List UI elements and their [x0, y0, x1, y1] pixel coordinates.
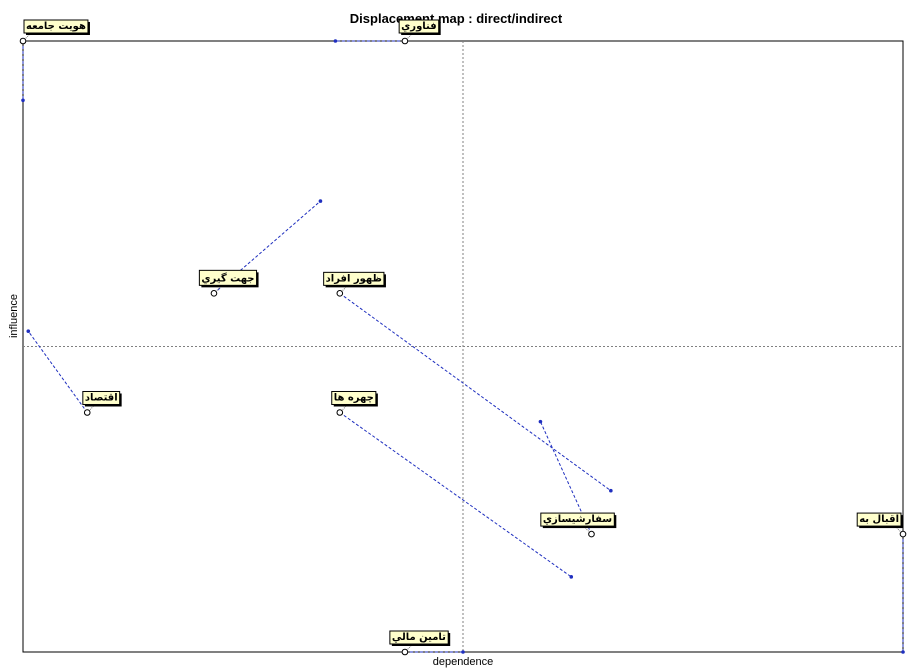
point-label-box	[323, 271, 385, 286]
direct-point	[401, 37, 409, 45]
point-label-box	[540, 512, 615, 527]
label-leader	[213, 286, 221, 294]
direct-point	[401, 648, 409, 656]
label-leader	[22, 34, 30, 42]
point-label: چهره ها	[334, 392, 374, 403]
point-label-box	[82, 390, 121, 405]
indirect-point	[609, 488, 613, 493]
point-label: هويت جامعه	[26, 21, 86, 32]
chart-title: Displacement map : direct/indirect	[350, 11, 563, 26]
direct-point	[83, 409, 91, 416]
displacement-line	[213, 200, 321, 294]
direct-point	[336, 409, 344, 416]
point-label: سفارشيسازي	[543, 514, 612, 525]
point-label-box	[331, 390, 377, 405]
point-label: اقبال به	[859, 514, 899, 525]
point-label: ظهور افراد	[326, 273, 382, 284]
indirect-point	[26, 329, 31, 334]
displacement-line	[27, 330, 88, 413]
label-leader	[339, 286, 347, 294]
direct-point	[210, 290, 218, 297]
indirect-point	[318, 199, 323, 203]
displacement-line	[339, 292, 612, 492]
point-label-box	[856, 512, 902, 527]
data-marks: هويت جامعه فناوري جهت گيري ظهور افراد اقتصاد…	[19, 19, 907, 656]
label-leader	[404, 645, 412, 653]
point-label: فناوري	[401, 21, 437, 32]
label-leader	[339, 406, 347, 413]
x-axis-label: dependence	[433, 656, 494, 668]
indirect-point	[569, 575, 574, 579]
indirect-point	[538, 419, 543, 424]
label-leader	[585, 527, 592, 535]
displacement-line	[339, 412, 572, 578]
point-label: جهت گيري	[201, 271, 254, 284]
indirect-point	[333, 39, 338, 43]
direct-point	[899, 530, 907, 538]
point-label-box	[389, 630, 449, 645]
indirect-point	[21, 98, 25, 103]
y-axis-label: influence	[8, 294, 20, 338]
indirect-point	[461, 650, 465, 654]
point-label-box	[398, 19, 440, 34]
direct-point	[336, 290, 344, 297]
point-label-box	[198, 269, 258, 286]
direct-point	[588, 530, 595, 538]
indirect-point	[901, 650, 905, 654]
point-label: تامين مالي	[392, 632, 446, 643]
direct-point	[19, 37, 27, 45]
point-label-box	[23, 19, 89, 34]
point-label: اقتصاد	[85, 392, 118, 403]
label-leader	[404, 34, 412, 42]
label-leader	[896, 527, 904, 535]
label-leader	[86, 406, 94, 413]
